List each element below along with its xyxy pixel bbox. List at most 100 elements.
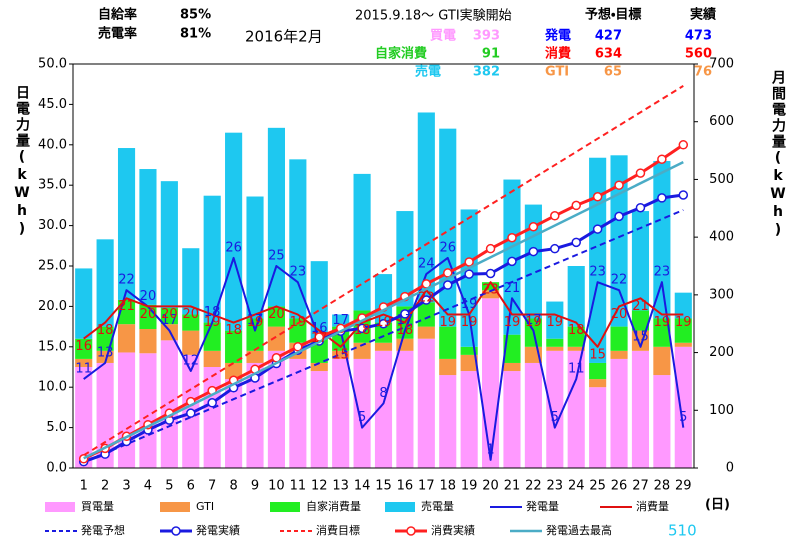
- summary-label: 売電: [415, 64, 441, 80]
- x-tick-label: 8: [229, 479, 237, 494]
- bar-segment: [182, 248, 200, 315]
- x-tick-label: 21: [504, 479, 521, 494]
- bar-segment: [139, 353, 157, 468]
- x-tick-label: 10: [268, 479, 285, 494]
- actual-header: 実績: [690, 7, 717, 23]
- bar-segment: [439, 375, 457, 468]
- x-tick-label: 23: [547, 479, 564, 494]
- x-tick-label: 18: [439, 479, 456, 494]
- legend-label: 発電実績: [196, 523, 240, 537]
- x-tick-label: 25: [589, 479, 606, 494]
- data-label: 15: [332, 347, 349, 362]
- bar-segment: [374, 350, 393, 468]
- self-rate-value: 85%: [180, 8, 211, 23]
- data-label: 19: [461, 315, 478, 330]
- line-marker: [614, 211, 624, 222]
- x-tick-label: 13: [332, 479, 349, 494]
- note: 2015.9.18～ GTI実験開始: [355, 8, 512, 24]
- line-marker: [400, 309, 410, 319]
- bar-segment: [310, 261, 328, 339]
- plot-frame: [72, 63, 695, 469]
- bar-segment: [589, 157, 607, 363]
- bar-segment: [267, 326, 285, 351]
- self-rate-label: 自給率: [98, 7, 137, 23]
- x-tick-label: 17: [418, 479, 435, 494]
- line-marker: [357, 323, 367, 334]
- data-label: 17: [525, 313, 542, 328]
- bar-segment: [96, 350, 114, 363]
- data-label: 18: [397, 323, 414, 338]
- x-tick-label: 1: [80, 479, 88, 494]
- data-label: 17: [311, 331, 328, 346]
- summary-value: 382: [473, 65, 500, 80]
- bar-segment: [589, 387, 607, 468]
- bar-segment: [589, 379, 607, 388]
- data-label: 20: [161, 307, 178, 322]
- data-label: 22: [418, 291, 435, 306]
- data-label: 16: [75, 339, 92, 354]
- legend-label: 発電過去最高: [546, 523, 612, 537]
- bar-segment: [246, 318, 264, 351]
- summary-forecast: 65: [604, 65, 622, 80]
- bar-segment: [589, 362, 607, 380]
- line-marker: [592, 191, 603, 202]
- data-label: 20: [268, 307, 285, 322]
- bar-segment: [182, 314, 200, 331]
- y-axis-title: 日電力量(kWh): [14, 85, 30, 239]
- bar-segment: [117, 324, 136, 353]
- data-label: 20: [183, 307, 200, 322]
- bar-segment: [117, 352, 136, 468]
- data-label: 18: [204, 305, 221, 320]
- bar-segment: [225, 330, 243, 363]
- bar-segment: [353, 173, 371, 311]
- bar-segment: [289, 159, 307, 319]
- bar-segment: [674, 292, 692, 319]
- data-label: 21: [632, 299, 649, 314]
- line-marker: [550, 243, 560, 254]
- bar-segment: [182, 330, 200, 355]
- y2-tick-label: 200: [709, 345, 734, 360]
- line-marker: [614, 180, 624, 190]
- x-tick-label: 6: [187, 479, 195, 494]
- bar-segment: [546, 301, 564, 339]
- bar-segment: [546, 346, 564, 351]
- bar-segment: [524, 204, 542, 319]
- forecast-header: 予想・目標: [585, 7, 641, 23]
- bar-segment: [353, 342, 371, 359]
- x-tick-label: 9: [251, 479, 259, 494]
- data-label: 19: [290, 315, 307, 330]
- bar-segment: [503, 371, 521, 468]
- y2-tick-label: 0: [726, 461, 734, 476]
- data-label: 19: [461, 297, 478, 312]
- data-label: 19: [439, 315, 456, 330]
- bar-segment: [653, 375, 671, 468]
- line-marker: [571, 237, 581, 248]
- y2-tick-label: 400: [709, 230, 734, 245]
- line-series: [83, 281, 684, 348]
- line-marker: [507, 232, 517, 243]
- line-series: [83, 209, 684, 464]
- bar-segment: [460, 346, 478, 355]
- data-label: 26: [225, 240, 242, 255]
- x-tick-label: 14: [354, 479, 371, 494]
- summary-value: 91: [482, 47, 500, 62]
- y2-tick-label: 700: [709, 57, 734, 72]
- x-tick-label: 5: [165, 479, 173, 494]
- y-tick-label: 10.0: [38, 380, 67, 395]
- line-marker: [485, 243, 496, 254]
- legend-label: 消費実績: [431, 523, 475, 537]
- legend-label: 自家消費量: [306, 499, 361, 513]
- line-marker: [635, 168, 646, 178]
- sell-rate-value: 81%: [180, 27, 211, 42]
- bar-segment: [267, 127, 285, 307]
- data-label: 17: [247, 313, 264, 328]
- bar-segment: [225, 362, 243, 380]
- data-label: 18: [568, 323, 585, 338]
- data-label: 19: [375, 315, 392, 330]
- annotation: 510: [668, 522, 697, 540]
- data-label: 15: [632, 329, 649, 344]
- y-tick-label: 15.0: [38, 339, 67, 354]
- data-label: 23: [654, 265, 671, 280]
- data-label: 19: [204, 315, 221, 330]
